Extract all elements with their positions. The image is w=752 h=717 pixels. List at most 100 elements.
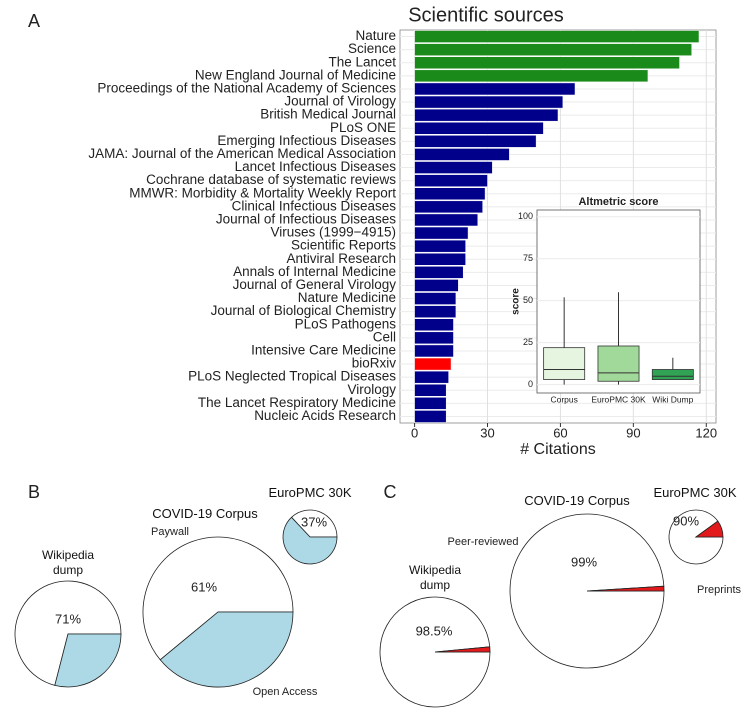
pie-title: Wikipedia dump [408, 563, 462, 592]
x-tick-label: 30 [480, 425, 494, 440]
bar [414, 135, 537, 148]
y-tick-label: Journal of Biological Chemistry [211, 303, 397, 318]
value-label: 71% [55, 611, 81, 626]
x-tick-label: Corpus [550, 394, 577, 404]
y-tick-label: PLoS ONE [330, 120, 396, 135]
bar [414, 370, 449, 384]
value-label: 99% [571, 554, 597, 569]
pie-title: Wikipedia dump [41, 548, 95, 577]
y-tick-label: Journal of Infectious Diseases [216, 212, 396, 227]
bar [414, 410, 447, 423]
bar [414, 357, 452, 371]
bar [414, 226, 469, 240]
y-tick-label: The Lancet Respiratory Medicine [198, 395, 396, 410]
bar [414, 239, 466, 253]
y-tick-label: 25 [523, 337, 533, 347]
y-tick-label: The Lancet [328, 54, 396, 69]
pie-slice [159, 611, 294, 688]
y-tick-label: bioRxiv [352, 356, 397, 371]
pie-slice [434, 646, 491, 653]
bar [414, 56, 680, 70]
y-tick-label: 100 [518, 211, 533, 221]
y-tick-label: PLoS Pathogens [295, 316, 397, 331]
chart-title: Scientific sources [408, 4, 564, 26]
pie-title: EuroPMC 30K [653, 485, 737, 500]
pie-title: COVID-19 Corpus [524, 493, 630, 508]
y-tick-label: Annals of Internal Medicine [233, 264, 396, 279]
x-tick-label: 0 [411, 425, 418, 440]
x-axis-label: # Citations [520, 441, 596, 458]
y-tick-label: Intensive Care Medicine [251, 343, 396, 358]
bar [414, 383, 447, 397]
bar [414, 279, 459, 292]
bar [414, 200, 483, 214]
pie-slice [282, 516, 338, 565]
y-tick-label: Emerging Infectious Diseases [217, 133, 396, 148]
panel-label: B [28, 482, 40, 502]
y-tick-label: Cell [373, 329, 396, 344]
y-tick-label: Lancet Infectious Diseases [235, 159, 397, 174]
y-tick-label: Nature [355, 28, 396, 43]
y-tick-label: British Medical Journal [260, 107, 396, 122]
y-tick-label: Journal of General Virology [233, 277, 397, 292]
bar [414, 344, 454, 358]
bar [414, 95, 564, 109]
bar [414, 305, 457, 318]
value-label: 98.5% [416, 623, 453, 638]
bar [414, 213, 479, 227]
pie-slice [142, 536, 294, 661]
box [597, 345, 640, 382]
x-tick-label: Wiki Dump [652, 394, 693, 404]
x-tick-label: EuroPMC 30K [591, 394, 646, 404]
y-tick-label: Antiviral Research [286, 251, 396, 266]
pie-title: COVID-19 Corpus [152, 506, 258, 521]
bar [414, 174, 488, 187]
pie-slice [290, 509, 338, 538]
bar [414, 331, 454, 345]
bar [414, 266, 464, 279]
slice-label: Peer-reviewed [448, 536, 519, 548]
box [651, 369, 694, 380]
y-tick-label: PLoS Neglected Tropical Diseases [188, 369, 396, 384]
y-tick-label: Journal of Virology [284, 94, 396, 109]
bar [414, 82, 576, 96]
panel-label: A [28, 11, 40, 31]
value-label: 37% [301, 514, 327, 529]
slice-label: Paywall [151, 526, 189, 538]
slice-label: Open Access [253, 686, 318, 698]
y-tick-label: 50 [523, 295, 533, 305]
y-tick-label: Viruses (1999−4915) [271, 225, 396, 240]
panel-label: C [384, 482, 397, 502]
bar [414, 43, 692, 56]
bar [414, 397, 447, 410]
box [543, 347, 586, 380]
y-axis-label: score [511, 288, 522, 315]
pie-slice [694, 520, 724, 538]
inset-title: Altmetric score [578, 196, 658, 208]
y-tick-label: Cochrane database of systematic reviews [146, 172, 396, 187]
y-tick-label: MMWR: Morbidity & Mortality Weekly Repor… [129, 185, 396, 200]
bar [414, 108, 559, 122]
bar [414, 318, 454, 332]
x-tick-label: 90 [626, 425, 640, 440]
y-tick-label: Science [348, 41, 396, 56]
slice-label: Preprints [697, 584, 742, 596]
y-tick-label: Nature Medicine [298, 290, 396, 305]
pie-slice [14, 580, 122, 686]
x-tick-label: 60 [553, 425, 567, 440]
value-label: 90% [673, 513, 699, 528]
bar [414, 69, 649, 83]
y-tick-label: 0 [528, 379, 533, 389]
bar [414, 161, 493, 174]
y-tick-label: JAMA: Journal of the American Medical As… [88, 146, 396, 161]
y-tick-label: New England Journal of Medicine [195, 67, 396, 82]
bar [414, 121, 544, 135]
bar [414, 252, 466, 266]
pie-slice [586, 585, 665, 592]
pie-slice [54, 633, 122, 688]
y-tick-label: Clinical Infectious Diseases [232, 198, 397, 213]
y-tick-label: Proceedings of the National Academy of S… [97, 81, 396, 96]
value-label: 61% [191, 579, 217, 594]
